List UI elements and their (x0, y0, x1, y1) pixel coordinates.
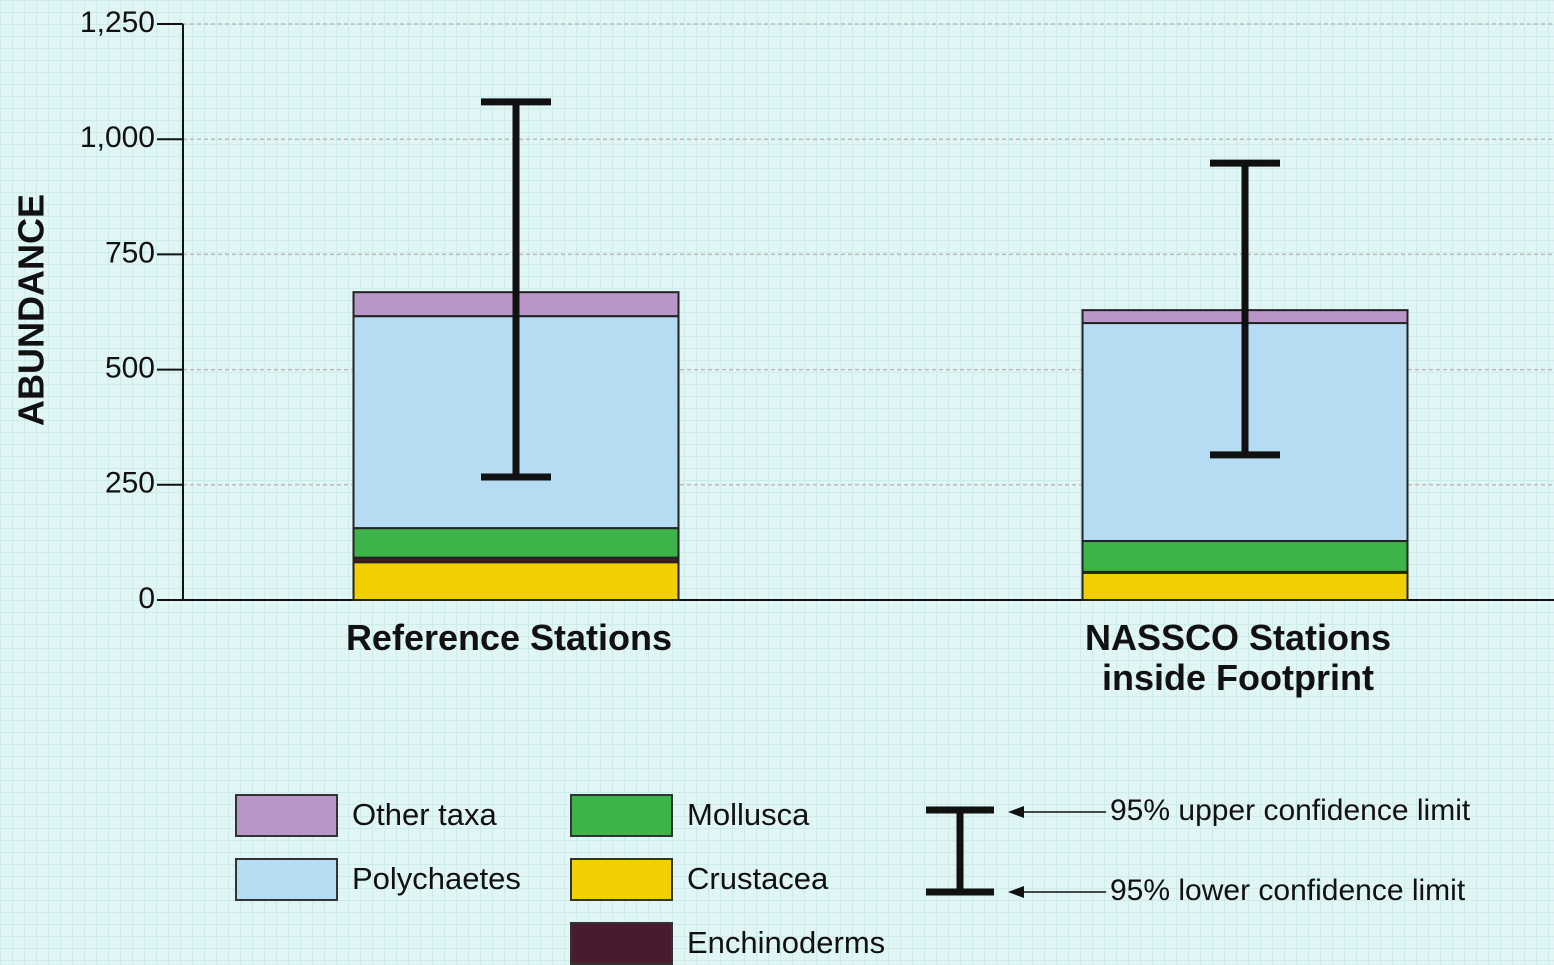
bar-segment (352, 527, 680, 559)
legend-ci-label: 95% lower confidence limit (1110, 874, 1466, 907)
legend-ci-label: 95% upper confidence limit (1110, 794, 1471, 827)
y-tick-label: 500 (105, 352, 155, 385)
legend-arrowhead (1008, 806, 1024, 818)
bar-segment (1081, 540, 1409, 573)
legend-swatch (235, 794, 338, 837)
legend-label: Polychaetes (352, 861, 521, 896)
legend-swatch (235, 858, 338, 901)
legend-label: Other taxa (352, 797, 497, 832)
y-tick-label: 0 (138, 582, 155, 615)
legend-label: Mollusca (687, 797, 810, 832)
y-axis-label: ABUNDANCE (11, 194, 52, 426)
x-tick-label: NASSCO Stations inside Footprint (1084, 617, 1392, 698)
bar-segment (1081, 571, 1409, 602)
bar-segment (352, 561, 680, 602)
legend-label: Enchinoderms (687, 925, 885, 960)
x-tick-label: Reference Stations (345, 617, 673, 658)
legend-swatch (570, 794, 673, 837)
y-tick-label: 250 (105, 467, 155, 500)
y-tick-label: 1,000 (80, 121, 155, 154)
y-tick-label: 750 (105, 236, 155, 269)
legend-label: Crustacea (687, 861, 829, 896)
legend-swatch (570, 922, 673, 965)
legend-arrowhead (1008, 886, 1024, 898)
legend-swatch (570, 858, 673, 901)
y-tick-label: 1,250 (80, 6, 155, 39)
